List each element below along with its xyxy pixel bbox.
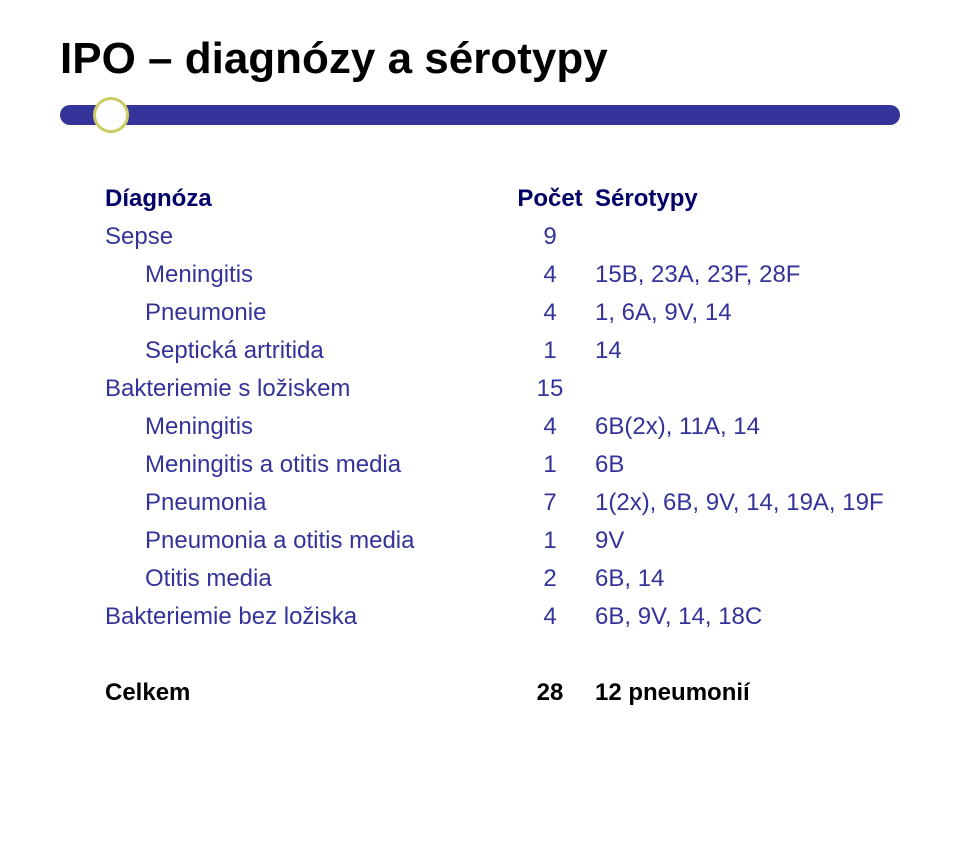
cell-serotypes: 6B bbox=[595, 453, 915, 477]
cell-serotypes: 14 bbox=[595, 339, 915, 363]
cell-serotypes: 6B, 9V, 14, 18C bbox=[595, 605, 915, 629]
cell-count: 4 bbox=[505, 415, 595, 439]
table-row: Pneumonie 4 1, 6A, 9V, 14 bbox=[105, 294, 915, 332]
table-row: Meningitis a otitis media 1 6B bbox=[105, 446, 915, 484]
table-row: Meningitis 4 15B, 23A, 23F, 28F bbox=[105, 256, 915, 294]
cell-diagnosis: Septická artritida bbox=[105, 339, 505, 363]
cell-diagnosis: Meningitis bbox=[105, 415, 505, 439]
cell-diagnosis: Pneumonia bbox=[105, 491, 505, 515]
table-row: Otitis media 2 6B, 14 bbox=[105, 560, 915, 598]
cell-serotypes: 9V bbox=[595, 529, 915, 553]
table-total-row: Celkem 28 12 pneumonií bbox=[105, 674, 915, 712]
total-serotypes: 12 pneumonií bbox=[595, 681, 915, 705]
cell-serotypes: 1(2x), 6B, 9V, 14, 19A, 19F bbox=[595, 491, 915, 515]
cell-count: 7 bbox=[505, 491, 595, 515]
cell-count: 1 bbox=[505, 529, 595, 553]
table-row: Bakteriemie bez ložiska 4 6B, 9V, 14, 18… bbox=[105, 598, 915, 636]
header-diagnosis: Díagnóza bbox=[105, 187, 505, 211]
cell-count: 4 bbox=[505, 605, 595, 629]
cell-diagnosis: Pneumonie bbox=[105, 301, 505, 325]
cell-diagnosis: Meningitis bbox=[105, 263, 505, 287]
spacer bbox=[105, 636, 915, 674]
cell-diagnosis: Bakteriemie bez ložiska bbox=[105, 605, 505, 629]
table-row: Septická artritida 1 14 bbox=[105, 332, 915, 370]
diagnosis-table: Díagnóza Počet Sérotypy Sepse 9 Meningit… bbox=[105, 180, 915, 712]
title-bullet-icon bbox=[93, 97, 129, 133]
cell-count: 9 bbox=[505, 225, 595, 249]
table-row: Meningitis 4 6B(2x), 11A, 14 bbox=[105, 408, 915, 446]
cell-serotypes: 6B, 14 bbox=[595, 567, 915, 591]
cell-diagnosis: Meningitis a otitis media bbox=[105, 453, 505, 477]
total-count: 28 bbox=[505, 681, 595, 705]
cell-diagnosis: Pneumonia a otitis media bbox=[105, 529, 505, 553]
header-count: Počet bbox=[505, 187, 595, 211]
cell-diagnosis: Sepse bbox=[105, 225, 505, 249]
cell-count: 15 bbox=[505, 377, 595, 401]
table-row: Sepse 9 bbox=[105, 218, 915, 256]
total-label: Celkem bbox=[105, 681, 505, 705]
table-header-row: Díagnóza Počet Sérotypy bbox=[105, 180, 915, 218]
cell-serotypes: 1, 6A, 9V, 14 bbox=[595, 301, 915, 325]
cell-diagnosis: Bakteriemie s ložiskem bbox=[105, 377, 505, 401]
cell-count: 4 bbox=[505, 263, 595, 287]
cell-serotypes: 6B(2x), 11A, 14 bbox=[595, 415, 915, 439]
table-row: Pneumonia a otitis media 1 9V bbox=[105, 522, 915, 560]
title-rule-bar bbox=[60, 105, 900, 125]
cell-count: 1 bbox=[505, 339, 595, 363]
cell-count: 1 bbox=[505, 453, 595, 477]
slide-title: IPO – diagnózy a sérotypy bbox=[60, 34, 608, 84]
table-row: Bakteriemie s ložiskem 15 bbox=[105, 370, 915, 408]
table-row: Pneumonia 7 1(2x), 6B, 9V, 14, 19A, 19F bbox=[105, 484, 915, 522]
cell-count: 2 bbox=[505, 567, 595, 591]
header-serotypes: Sérotypy bbox=[595, 187, 915, 211]
cell-count: 4 bbox=[505, 301, 595, 325]
cell-serotypes: 15B, 23A, 23F, 28F bbox=[595, 263, 915, 287]
cell-diagnosis: Otitis media bbox=[105, 567, 505, 591]
